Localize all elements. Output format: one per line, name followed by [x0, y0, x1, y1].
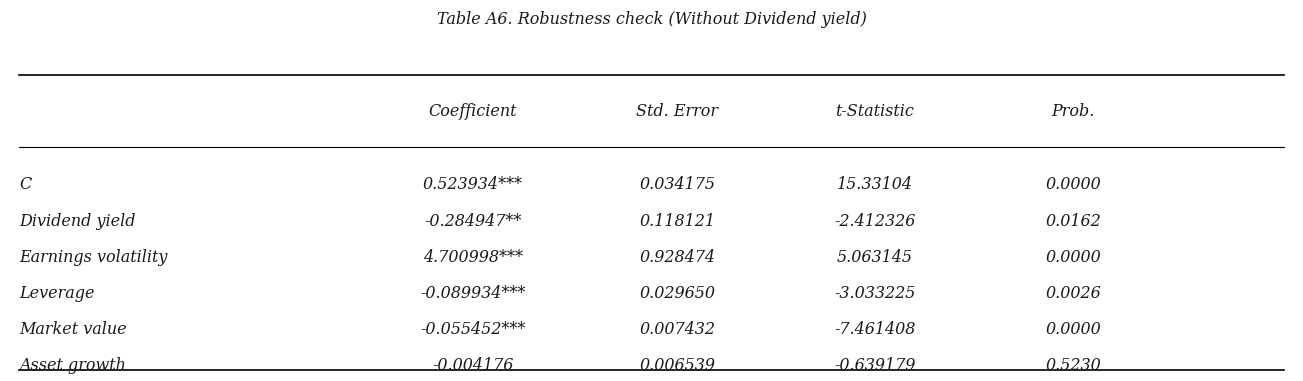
Text: Dividend yield: Dividend yield — [20, 213, 136, 229]
Text: 0.0000: 0.0000 — [1045, 176, 1101, 194]
Text: 0.007432: 0.007432 — [638, 321, 715, 338]
Text: Table A6. Robustness check (Without Dividend yield): Table A6. Robustness check (Without Divi… — [437, 11, 866, 29]
Text: 0.928474: 0.928474 — [638, 248, 715, 266]
Text: 0.0000: 0.0000 — [1045, 321, 1101, 338]
Text: t-Statistic: t-Statistic — [835, 103, 915, 120]
Text: C: C — [20, 176, 31, 194]
Text: 0.0000: 0.0000 — [1045, 248, 1101, 266]
Text: -7.461408: -7.461408 — [834, 321, 916, 338]
Text: 0.0026: 0.0026 — [1045, 285, 1101, 302]
Text: 0.5230: 0.5230 — [1045, 357, 1101, 374]
Text: Asset growth: Asset growth — [20, 357, 126, 374]
Text: 0.0162: 0.0162 — [1045, 213, 1101, 229]
Text: 0.034175: 0.034175 — [638, 176, 715, 194]
Text: -0.055452***: -0.055452*** — [420, 321, 525, 338]
Text: -0.639179: -0.639179 — [834, 357, 916, 374]
Text: Std. Error: Std. Error — [636, 103, 718, 120]
Text: Earnings volatility: Earnings volatility — [20, 248, 168, 266]
Text: -3.033225: -3.033225 — [834, 285, 916, 302]
Text: Market value: Market value — [20, 321, 126, 338]
Text: -0.284947**: -0.284947** — [423, 213, 521, 229]
Text: Leverage: Leverage — [20, 285, 95, 302]
Text: 0.029650: 0.029650 — [638, 285, 715, 302]
Text: 4.700998***: 4.700998*** — [422, 248, 523, 266]
Text: -0.089934***: -0.089934*** — [420, 285, 525, 302]
Text: -2.412326: -2.412326 — [834, 213, 916, 229]
Text: 0.006539: 0.006539 — [638, 357, 715, 374]
Text: Prob.: Prob. — [1052, 103, 1095, 120]
Text: 0.118121: 0.118121 — [638, 213, 715, 229]
Text: 0.523934***: 0.523934*** — [422, 176, 523, 194]
Text: 15.33104: 15.33104 — [837, 176, 913, 194]
Text: -0.004176: -0.004176 — [433, 357, 513, 374]
Text: 5.063145: 5.063145 — [837, 248, 913, 266]
Text: Coefficient: Coefficient — [429, 103, 517, 120]
